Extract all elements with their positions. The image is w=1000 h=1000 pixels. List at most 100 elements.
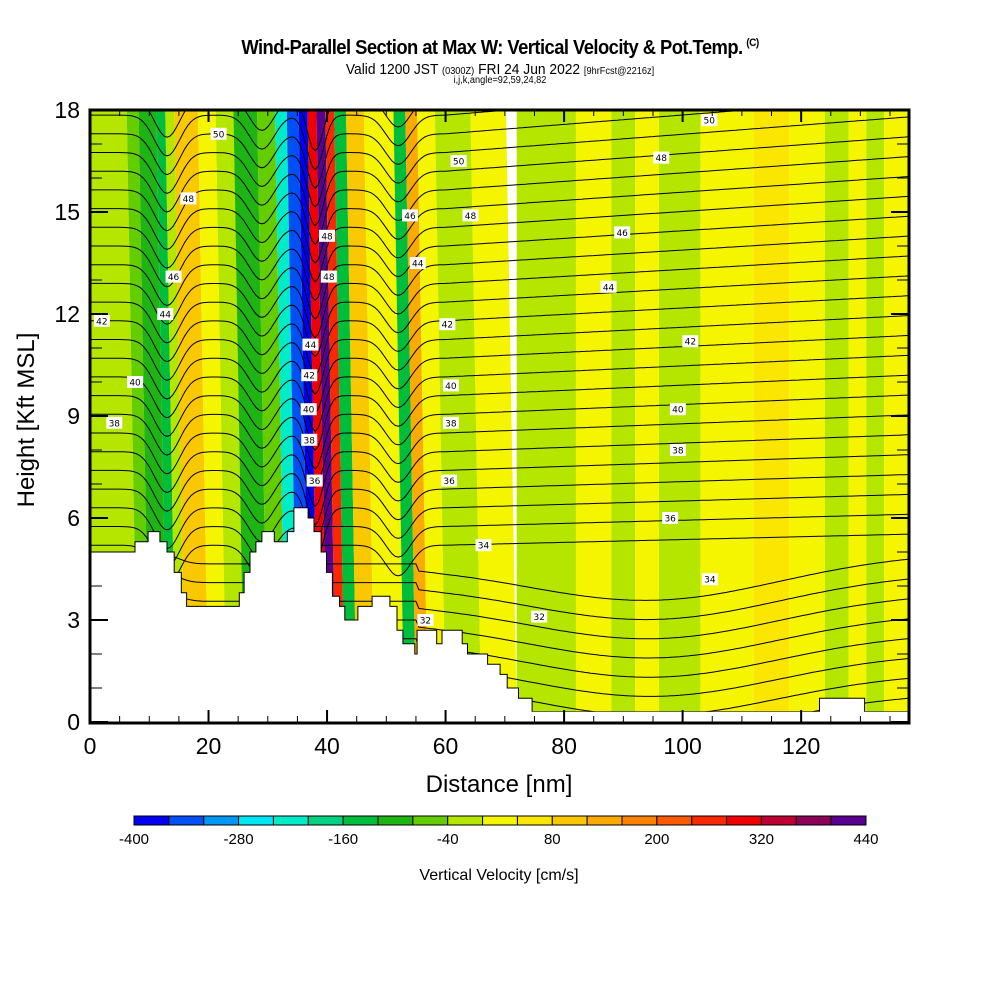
velocity-band-26 <box>611 110 636 712</box>
contour-label-bg <box>662 512 679 524</box>
colorbar-swatch <box>168 815 205 826</box>
contour-labels: 50 48 46 44 42 40 38 48 48 44 42 40 38 36 50 46 48 44 42 40… <box>93 114 718 627</box>
contour-label: 48 <box>320 270 337 283</box>
theta-contour-line <box>90 255 908 339</box>
theta-contour-line <box>90 136 908 227</box>
contour-label-text: 34 <box>704 576 716 586</box>
colorbar-swatch <box>551 815 588 826</box>
contour-label: 44 <box>409 257 426 270</box>
axis-ticks <box>89 109 909 723</box>
contour-label: 44 <box>600 280 617 293</box>
chart-title-text: Wind-Parallel Section at Max W: Vertical… <box>241 37 743 59</box>
x-axis-label: Distance [nm] <box>426 771 573 798</box>
theta-contour-line <box>90 275 908 358</box>
x-tick-labels: 0 20 40 60 80 100 120 <box>84 733 821 759</box>
contour-label: 44 <box>302 338 319 351</box>
x-tick-label: 40 <box>314 733 340 759</box>
velocity-band-25 <box>575 110 612 712</box>
contour-label: 48 <box>180 192 197 205</box>
contour-label-bg <box>475 539 492 552</box>
contour-label-bg <box>300 403 317 416</box>
contour-label: 38 <box>106 416 123 429</box>
contour-label-text: 42 <box>685 338 696 348</box>
contour-label: 42 <box>301 369 318 382</box>
colorbar-swatch <box>238 815 274 826</box>
colorbar-swatch <box>482 815 518 826</box>
contour-label-text: 48 <box>321 232 333 242</box>
theta-contour-line <box>90 533 908 587</box>
y-tick-label: 0 <box>67 709 80 735</box>
theta-contour-line <box>90 474 908 545</box>
x-tick-label: 80 <box>551 733 577 759</box>
contour-label-text: 38 <box>445 419 457 429</box>
contour-label-text: 46 <box>616 229 628 239</box>
theta-contour-line <box>90 454 908 526</box>
contour-label-bg <box>306 474 323 487</box>
forecast-info: [9hrFcst@2216z] <box>583 66 655 77</box>
contour-label: 36 <box>306 474 323 487</box>
contour-label: 50 <box>450 155 467 168</box>
theta-contour-line <box>90 592 908 640</box>
contour-label-bg <box>462 209 479 222</box>
contour-label-text: 38 <box>672 447 684 457</box>
y-tick-label: 6 <box>67 505 80 531</box>
contour-label-bg <box>441 474 458 487</box>
theta-contour-line <box>90 235 908 320</box>
no-data-strip <box>90 711 909 722</box>
contour-label-text: 42 <box>304 372 315 382</box>
theta-contour-line <box>90 176 908 264</box>
contour-label: 38 <box>442 416 459 429</box>
colorbar-swatch <box>272 815 309 826</box>
colorbar-swatch <box>307 815 344 826</box>
colorbar-swatch <box>516 815 553 826</box>
contour-label-bg <box>402 209 419 222</box>
theta-contour-line <box>90 394 908 470</box>
contour-label-bg <box>653 151 670 164</box>
contour-label-text: 48 <box>465 212 477 222</box>
colorbar-swatch <box>726 815 762 826</box>
y-tick-label: 12 <box>54 301 80 327</box>
contour-label-text: 42 <box>96 317 107 327</box>
terrain-profile <box>89 507 910 723</box>
contour-label-bg <box>210 127 227 140</box>
contour-label-bg <box>409 257 426 269</box>
contour-label-bg <box>442 416 459 429</box>
contour-label: 50 <box>210 127 227 140</box>
velocity-band-5 <box>174 110 209 712</box>
contour-label-bg <box>442 379 459 392</box>
x-tick-label: 100 <box>663 733 701 759</box>
colorbar-swatch <box>795 815 832 826</box>
contour-label-text: 44 <box>305 341 317 351</box>
contour-label-text: 46 <box>168 273 180 283</box>
chart-title: Wind-Parallel Section at Max W: Vertical… <box>40 37 960 60</box>
contour-label: 48 <box>319 229 336 242</box>
contour-label: 34 <box>475 539 492 552</box>
theta-contour-line <box>90 493 908 563</box>
contour-label-bg <box>301 369 318 382</box>
colorbar-swatch <box>447 815 484 826</box>
contour-label: 42 <box>93 314 110 327</box>
valid-time: Valid 1200 JST <box>345 61 439 78</box>
contour-label: 36 <box>662 512 679 525</box>
theta-contour-line <box>90 573 908 621</box>
x-tick-label: 120 <box>782 733 820 759</box>
contour-label: 40 <box>127 376 144 389</box>
contour-label-bg <box>669 403 686 416</box>
contour-label-bg <box>93 314 110 327</box>
contour-label-text: 32 <box>420 617 431 627</box>
contour-label: 32 <box>531 610 548 623</box>
contour-label-bg <box>701 573 718 586</box>
contour-label-text: 50 <box>453 158 465 168</box>
colorbar-swatch <box>760 815 797 826</box>
grid-info: i,j,k,angle=92,59,24,82 <box>453 75 547 86</box>
colorbar-tick-label: 80 <box>544 831 561 848</box>
theta-contour-line <box>90 116 908 208</box>
chart-subtitle: Valid 1200 JST (0300Z) FRI 24 Jun 2022 [… <box>40 61 960 78</box>
colorbar-title: Vertical Velocity [cm/s] <box>419 867 578 884</box>
contour-label-text: 48 <box>656 154 668 164</box>
contour-label-text: 40 <box>672 406 684 416</box>
velocity-band-15 <box>325 110 345 712</box>
contour-label-bg <box>165 270 182 283</box>
contour-label-bg <box>301 433 318 446</box>
contour-label: 42 <box>682 335 699 348</box>
